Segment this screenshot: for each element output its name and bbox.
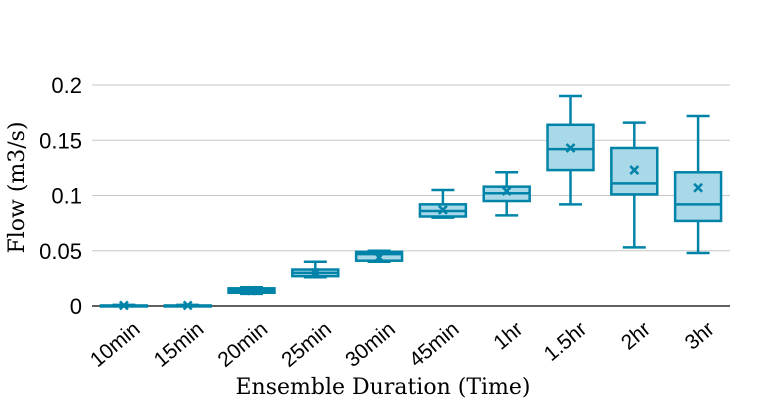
x-tick-label: 3hr — [681, 317, 719, 354]
box-1hr — [482, 171, 531, 217]
box-45min — [418, 188, 468, 219]
box-2hr — [610, 121, 659, 249]
mean-marker — [374, 252, 385, 263]
box-25min — [291, 260, 340, 279]
box-3hr — [673, 114, 723, 255]
x-tick-label: 25min — [277, 317, 336, 371]
mean-marker — [310, 267, 321, 278]
x-tick-label: 45min — [405, 317, 464, 371]
iqr-box — [673, 171, 723, 223]
y-tick-label: 0 — [70, 294, 82, 319]
x-axis-ticks: 10min 15min 20min 25min 30min 45min 1hr 1.5hr 2h… — [86, 317, 719, 371]
y-axis-title: Flow (m3/s) — [5, 121, 30, 253]
box-10min — [99, 300, 149, 311]
box-30min — [354, 249, 404, 264]
mean-marker — [693, 182, 704, 193]
mean-marker — [182, 300, 193, 311]
x-tick-label: 15min — [150, 317, 209, 371]
y-tick-label: 0.2 — [51, 73, 82, 98]
x-tick-label: 10min — [86, 317, 145, 371]
mean-marker — [246, 285, 257, 296]
x-tick-label: 1.5hr — [540, 317, 591, 365]
box-15min — [163, 300, 212, 311]
boxes — [99, 94, 723, 311]
y-axis-ticks: 0 0.05 0.1 0.15 0.2 — [39, 73, 82, 319]
x-tick-label: 2hr — [617, 317, 655, 354]
y-tick-label: 0.05 — [39, 239, 82, 264]
mean-marker — [565, 143, 576, 153]
x-axis-title: Ensemble Duration (Time) — [235, 375, 530, 400]
x-tick-label: 20min — [214, 317, 273, 371]
mean-marker — [629, 165, 640, 176]
x-tick-label: 30min — [341, 317, 400, 371]
mean-marker — [118, 300, 129, 311]
y-tick-label: 0.1 — [51, 184, 82, 209]
mean-marker — [437, 204, 448, 215]
x-tick-label: 1hr — [489, 317, 527, 354]
box-20min — [227, 285, 276, 296]
y-tick-label: 0.15 — [39, 128, 82, 153]
mean-marker — [501, 186, 512, 196]
box-1.5hr — [546, 94, 595, 206]
